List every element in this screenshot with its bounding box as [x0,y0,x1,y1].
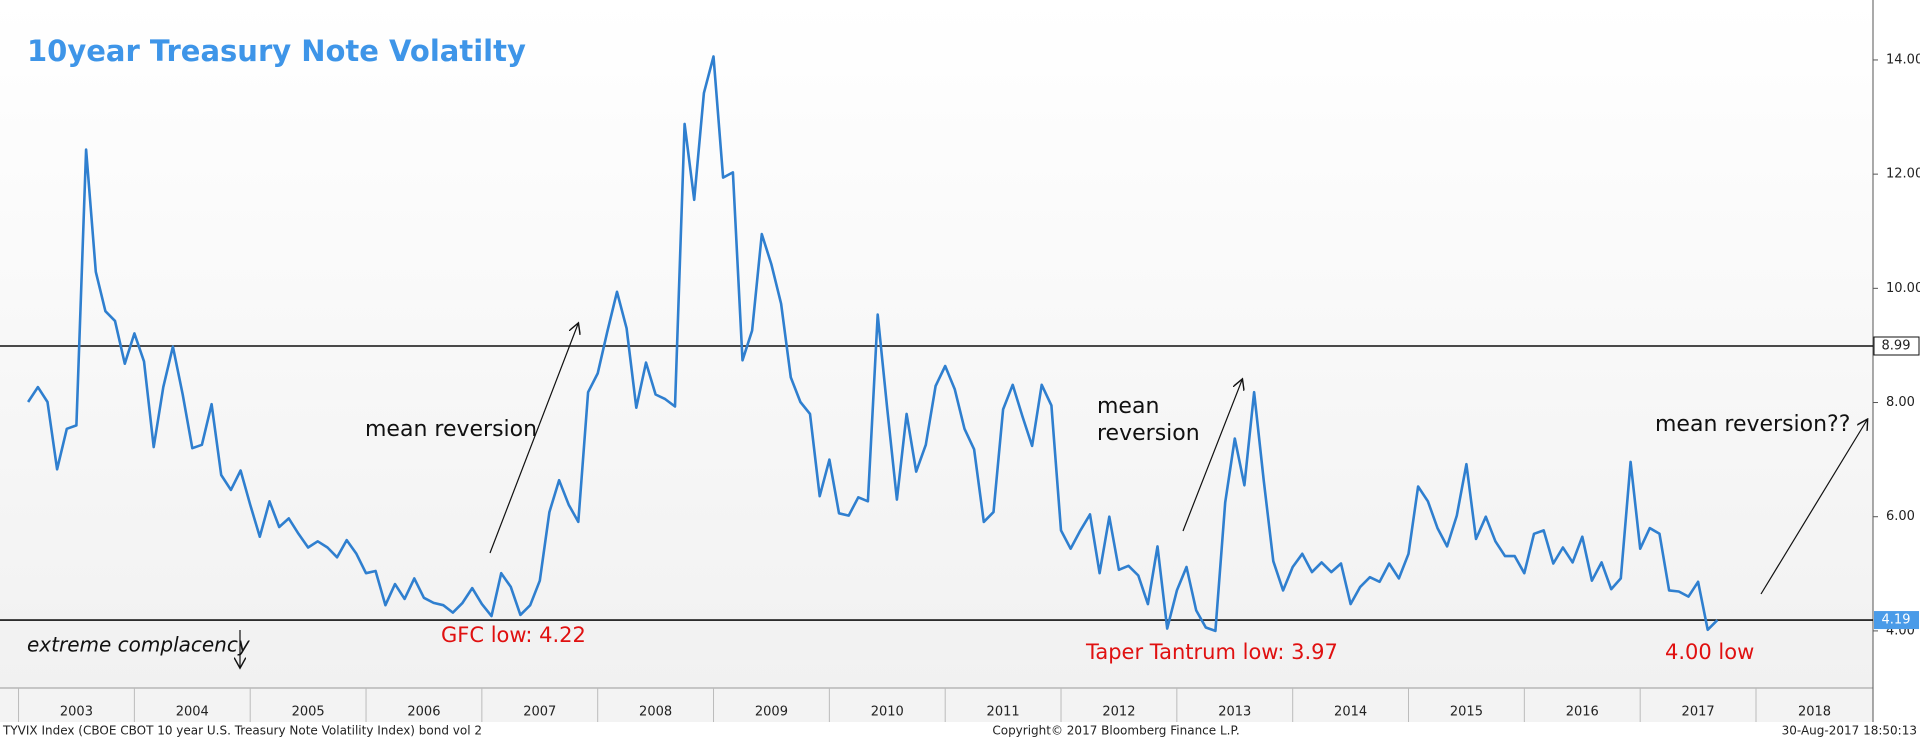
low-label: 4.00 low [1665,640,1754,664]
x-tick-label: 2016 [1566,705,1599,720]
annotation: reversion [1097,421,1200,446]
x-tick-label: 2009 [755,705,788,720]
arrow [1182,380,1242,532]
y-tick-label: 12.00 [1886,167,1920,182]
x-tick-label: 2015 [1450,705,1483,720]
x-tick-label: 2005 [292,705,325,720]
reference-tag [1873,336,1920,356]
x-tick-label: 2011 [987,705,1020,720]
x-tick-label: 2010 [871,705,904,720]
annotation: mean reversion?? [1655,412,1850,437]
y-tick-label: 8.00 [1886,395,1915,410]
x-tick-label: 2007 [523,705,556,720]
annotation: extreme complacency [27,633,251,657]
x-tick-label: 2013 [1218,705,1251,720]
year-band [0,688,1873,722]
low-label: GFC low: 4.22 [441,623,586,647]
footer-source: TYVIX Index (CBOE CBOT 10 year U.S. Trea… [2,724,482,738]
y-tick-label: 14.00 [1886,52,1920,67]
reference-label: 8.99 [1882,338,1911,353]
low-label: Taper Tantrum low: 3.97 [1085,640,1338,664]
plot-background [0,0,1873,688]
x-tick-label: 2003 [60,705,93,720]
last-value-label: 4.19 [1882,613,1911,628]
arrow [1760,420,1867,595]
x-tick-label: 2018 [1798,705,1831,720]
annotation: mean reversion [365,417,537,442]
arrow [489,324,578,554]
x-tick-label: 2008 [639,705,672,720]
y-tick-label: 10.00 [1886,281,1920,296]
footer-copyright: Copyright© 2017 Bloomberg Finance L.P. [992,724,1239,738]
x-tick-label: 2017 [1682,705,1715,720]
x-tick-label: 2006 [407,705,440,720]
annotation: mean [1097,394,1159,419]
series-line [27,55,1719,633]
y-tick-label: 6.00 [1886,509,1915,524]
x-tick-label: 2004 [176,705,209,720]
footer-date: 30-Aug-2017 18:50:13 [1782,724,1917,738]
last-value-tag [1874,611,1919,630]
chart-title: 10year Treasury Note Volatilty [27,34,526,68]
x-tick-label: 2012 [1102,705,1135,720]
x-tick-label: 2014 [1334,705,1367,720]
